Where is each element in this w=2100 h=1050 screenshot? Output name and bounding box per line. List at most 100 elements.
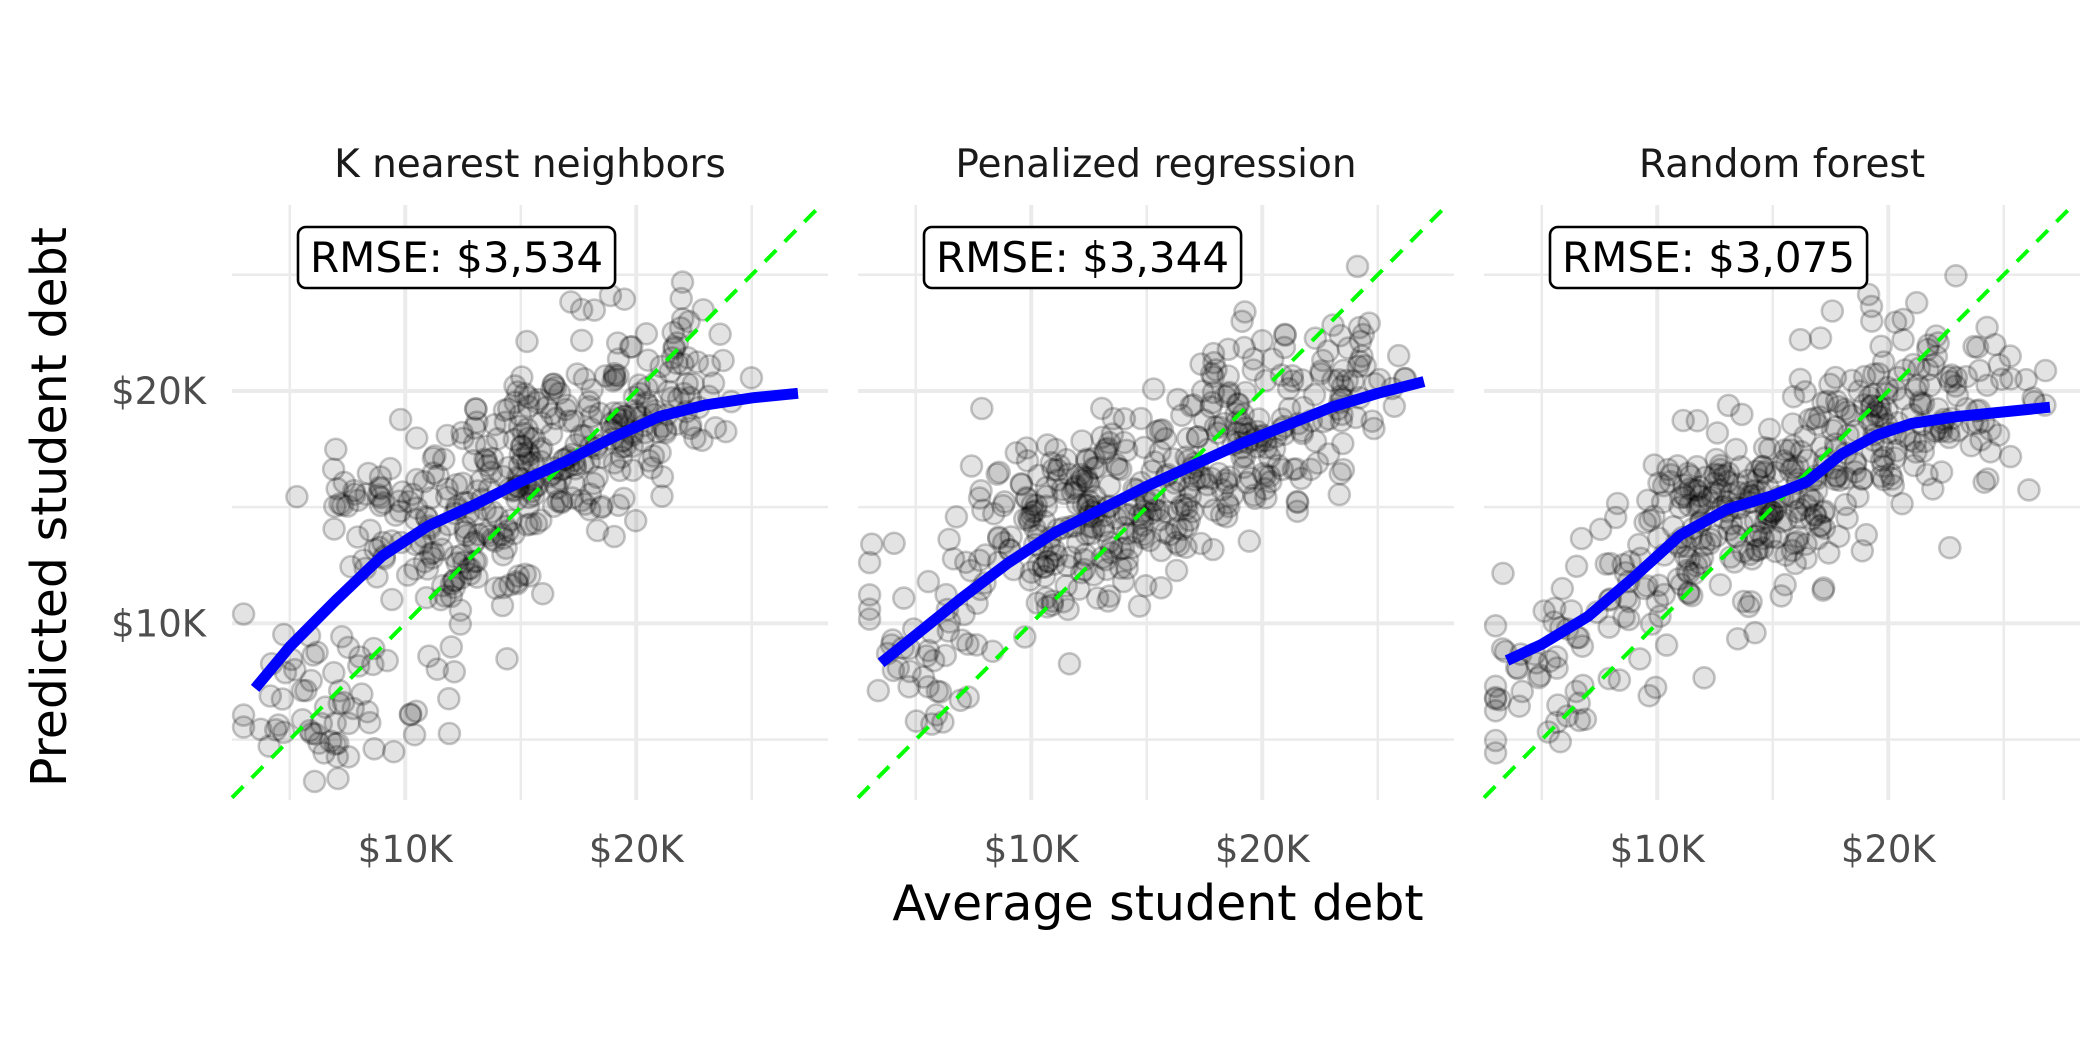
y-tick-label: $20K: [111, 370, 208, 413]
data-point: [665, 331, 690, 355]
data-point: [1699, 527, 1723, 552]
data-point: [1073, 542, 1097, 567]
facet-title: Penalized regression: [955, 142, 1356, 187]
data-point: [513, 562, 537, 587]
data-point: [397, 489, 421, 514]
data-point: [475, 453, 500, 478]
data-point: [1651, 473, 1676, 498]
data-point: [294, 678, 318, 703]
data-point: [345, 525, 370, 549]
data-point: [1618, 549, 1642, 574]
y-axis-title: Predicted student debt: [21, 227, 78, 787]
data-point: [1743, 620, 1767, 645]
data-point: [1685, 454, 1709, 479]
data-point: [1827, 524, 1851, 549]
data-point: [346, 654, 371, 678]
data-point: [1348, 349, 1372, 374]
data-point: [1891, 327, 1915, 352]
data-point: [1769, 584, 1793, 608]
data-point: [1276, 376, 1301, 401]
data-point: [1175, 513, 1200, 538]
data-point: [354, 482, 378, 507]
data-point: [1693, 465, 1718, 490]
data-point: [417, 644, 441, 669]
data-point: [494, 536, 518, 560]
data-point: [525, 390, 550, 415]
data-point: [1731, 539, 1756, 564]
data-point: [1210, 477, 1235, 502]
data-point: [668, 316, 693, 340]
data-point: [1362, 416, 1386, 441]
data-point: [1972, 470, 1996, 495]
data-point: [1794, 546, 1818, 571]
data-point: [1327, 367, 1351, 392]
data-point: [1647, 573, 1671, 598]
smooth-fit-line: [250, 387, 799, 692]
data-point: [1826, 394, 1851, 419]
data-point: [1669, 572, 1694, 597]
data-point: [1975, 373, 1999, 398]
data-point: [1769, 509, 1794, 534]
data-point: [660, 386, 684, 410]
data-point: [859, 532, 884, 557]
data-point: [448, 612, 473, 636]
data-point: [2017, 478, 2041, 502]
data-point: [1856, 282, 1881, 307]
data-point: [656, 379, 681, 404]
data-point: [515, 329, 539, 354]
data-point: [420, 546, 445, 570]
data-point: [1065, 492, 1090, 517]
data-point: [341, 696, 366, 721]
data-point: [458, 562, 483, 586]
data-point: [1884, 438, 1909, 463]
data-point: [368, 475, 392, 500]
data-point: [1823, 467, 1847, 492]
data-point: [1752, 435, 1777, 460]
data-point: [1253, 476, 1277, 501]
data-point: [1772, 448, 1796, 473]
data-point: [1035, 549, 1060, 574]
data-point: [1207, 415, 1231, 440]
data-point: [1929, 460, 1954, 484]
data-point: [1628, 647, 1652, 671]
data-point: [1241, 347, 1266, 371]
facet-title: K nearest neighbors: [334, 142, 726, 187]
data-point: [661, 320, 686, 345]
data-point: [1544, 645, 1569, 669]
data-point: [1983, 332, 2007, 357]
data-point: [606, 363, 630, 388]
data-point: [509, 365, 534, 389]
data-point: [1659, 462, 1683, 487]
data-point: [1812, 516, 1837, 540]
data-point: [1260, 347, 1285, 372]
data-point: [258, 684, 283, 708]
data-point: [465, 410, 489, 435]
data-point: [498, 508, 523, 532]
data-point: [321, 457, 346, 482]
data-point: [1617, 607, 1641, 632]
data-point: [421, 446, 446, 471]
data-point: [462, 416, 487, 440]
data-point: [678, 413, 703, 438]
data-point: [1650, 490, 1675, 515]
data-point: [1986, 423, 2011, 447]
data-point: [496, 396, 521, 421]
data-point: [346, 488, 370, 513]
data-point: [1811, 390, 1835, 415]
data-point: [1013, 625, 1037, 649]
data-point: [1097, 430, 1122, 455]
data-point: [1708, 457, 1733, 482]
data-point: [1891, 307, 1915, 332]
data-point: [495, 646, 519, 671]
y-tick-labels: $10K $20K: [111, 370, 208, 645]
data-point: [290, 678, 315, 703]
data-point: [1750, 454, 1775, 479]
data-point: [1141, 377, 1166, 401]
facet-2: Penalized regression RMSE: $3,344 $10K $20K: [856, 142, 1454, 871]
data-point: [561, 409, 586, 433]
data-point: [381, 739, 406, 764]
data-point: [605, 331, 630, 355]
data-point: [925, 679, 950, 704]
data-point: [611, 486, 636, 511]
data-point: [991, 493, 1015, 518]
